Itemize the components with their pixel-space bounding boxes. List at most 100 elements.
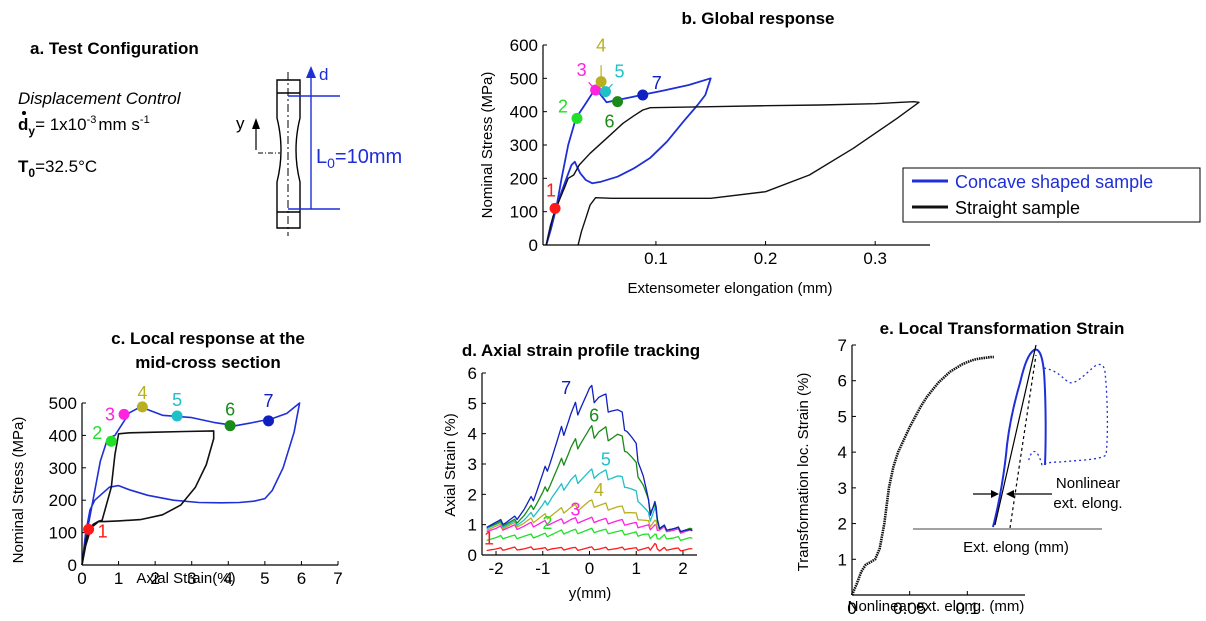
panel-a-title: a. Test Configuration <box>30 39 199 58</box>
b-leader-5 <box>605 83 613 93</box>
temp-value: =32.5°C <box>35 157 97 176</box>
panel-c-title-line-1: c. Local response at the <box>111 329 305 348</box>
c-marker-label-4: 4 <box>137 383 147 403</box>
displacement-arrowhead-icon <box>306 66 316 78</box>
c-ytick-label: 400 <box>49 426 77 445</box>
c-marker-7 <box>263 415 275 427</box>
b-ytick-label: 0 <box>529 236 538 255</box>
c-xtick-label: 4 <box>224 569 233 588</box>
panel-b-x-ticks: 0.1 0.2 0.3 <box>644 241 887 268</box>
d-xtick-label: 1 <box>632 559 641 578</box>
panel-d-series-labels: 1 234 5 67 <box>484 378 611 548</box>
b-marker-label-6: 6 <box>605 112 615 132</box>
panel-c-axes <box>81 403 338 566</box>
b-ytick-label: 600 <box>510 36 538 55</box>
b-marker-7 <box>637 89 649 101</box>
inset-unloading-curve <box>1027 363 1109 467</box>
temperature-line: T0=32.5°C <box>18 157 97 180</box>
c-ytick-label: 100 <box>49 524 77 543</box>
rate-value: = 1x10 <box>35 115 87 134</box>
y-axis-arrowhead-icon <box>252 118 260 129</box>
specimen-outline <box>276 79 301 229</box>
b-series-line-2 <box>545 101 920 246</box>
c-xtick-label: 3 <box>187 569 196 588</box>
d-profile-1 <box>486 542 693 552</box>
panel-b-title: b. Global response <box>681 9 834 28</box>
d-profile-7 <box>486 384 693 533</box>
inset-arrow-right-icon <box>991 490 999 498</box>
b-leader-3 <box>588 81 597 91</box>
b-xtick-label: 0.2 <box>754 249 778 268</box>
gauge-length-label: L0=10mm <box>316 146 402 171</box>
d-xtick-label: -1 <box>535 559 550 578</box>
rate-dot <box>22 111 26 115</box>
c-ytick-label: 200 <box>49 491 77 510</box>
c-xtick-label: 5 <box>260 569 269 588</box>
c-marker-label-3: 3 <box>105 404 115 424</box>
panel-c-title-line-2: mid-cross section <box>135 353 281 372</box>
panel-e-series <box>850 355 994 596</box>
panel-c-y-ticks: 0 100 200 300 400 500 <box>49 394 86 575</box>
e-ytick-label: 3 <box>838 479 847 498</box>
c-series-line-1 <box>81 402 301 566</box>
legend-entry-concave: Concave shaped sample <box>955 172 1153 192</box>
panel-b-y-ticks: 0 100 200 300 400 500 600 <box>510 36 547 255</box>
inset-loading-curve <box>992 348 1047 528</box>
b-series-line-1 <box>545 77 712 246</box>
d-ytick-label: 2 <box>468 485 477 504</box>
d-profile-2 <box>486 527 693 542</box>
d-ytick-label: 5 <box>468 394 477 413</box>
panel-c-x-label: Axial Strain(%) <box>136 570 235 587</box>
e-xtick-label: 0.1 <box>956 599 980 618</box>
e-ytick-label: 6 <box>838 372 847 391</box>
inset-arrow-left-icon <box>1006 490 1014 498</box>
temp-subscript: 0 <box>28 166 35 180</box>
inset-annotation-line-1: Nonlinear <box>1056 475 1120 492</box>
d-profile-label-6: 6 <box>589 406 599 426</box>
d-profile-3 <box>486 516 693 534</box>
c-marker-label-2: 2 <box>92 423 102 443</box>
d-ytick-label: 4 <box>468 425 477 444</box>
panel-c-y-label: Nominal Stress (MPa) <box>10 417 27 564</box>
c-ytick-label: 500 <box>49 394 77 413</box>
gauge-length-value: =10mm <box>335 146 402 168</box>
c-marker-4 <box>136 401 148 413</box>
c-marker-6 <box>224 420 236 432</box>
d-ytick-label: 1 <box>468 516 477 535</box>
inset-x-label: Ext. elong (mm) <box>963 539 1069 556</box>
legend-entry-straight: Straight sample <box>955 198 1080 218</box>
panel-d-y-label: Axial Strain (%) <box>442 413 459 516</box>
b-marker-6 <box>612 96 624 108</box>
c-ytick-label: 0 <box>68 556 77 575</box>
rate-line: dy= 1x10-3 mm s-1 <box>18 114 150 138</box>
c-series-line-2 <box>81 430 215 566</box>
temp-prefix: T <box>18 157 29 176</box>
e-ytick-label: 7 <box>838 336 847 355</box>
panel-e: e. Local Transformation Strain 1 2 3 4 5 6 7 0… <box>795 319 1124 618</box>
inset-offset-line <box>1009 354 1037 529</box>
d-xtick-label: 0 <box>585 559 594 578</box>
b-marker-2 <box>571 112 583 124</box>
c-marker-5 <box>171 410 183 422</box>
c-xtick-label: 0 <box>77 569 86 588</box>
d-ytick-label: 6 <box>468 364 477 383</box>
c-xtick-label: 6 <box>297 569 306 588</box>
panel-e-x-label: Nonlinear ext. elong. (mm) <box>848 598 1025 615</box>
d-ytick-label: 0 <box>468 546 477 565</box>
specimen-drawing <box>252 72 301 236</box>
d-ytick-label: 3 <box>468 455 477 474</box>
rate-exponent: -3 <box>87 114 97 126</box>
b-marker-label-1: 1 <box>546 180 556 200</box>
legend-box <box>902 167 1201 223</box>
c-ytick-label: 300 <box>49 459 77 478</box>
e-xtick-label: 0.05 <box>893 599 926 618</box>
d-xtick-label: -2 <box>488 559 503 578</box>
c-xtick-label: 7 <box>333 569 342 588</box>
inset-annotation-line-2: ext. elong. <box>1053 495 1122 512</box>
b-ytick-label: 500 <box>510 69 538 88</box>
e-ytick-label: 1 <box>838 550 847 569</box>
panel-c: c. Local response at the mid-cross secti… <box>10 329 343 588</box>
panel-d-axes <box>481 373 697 556</box>
